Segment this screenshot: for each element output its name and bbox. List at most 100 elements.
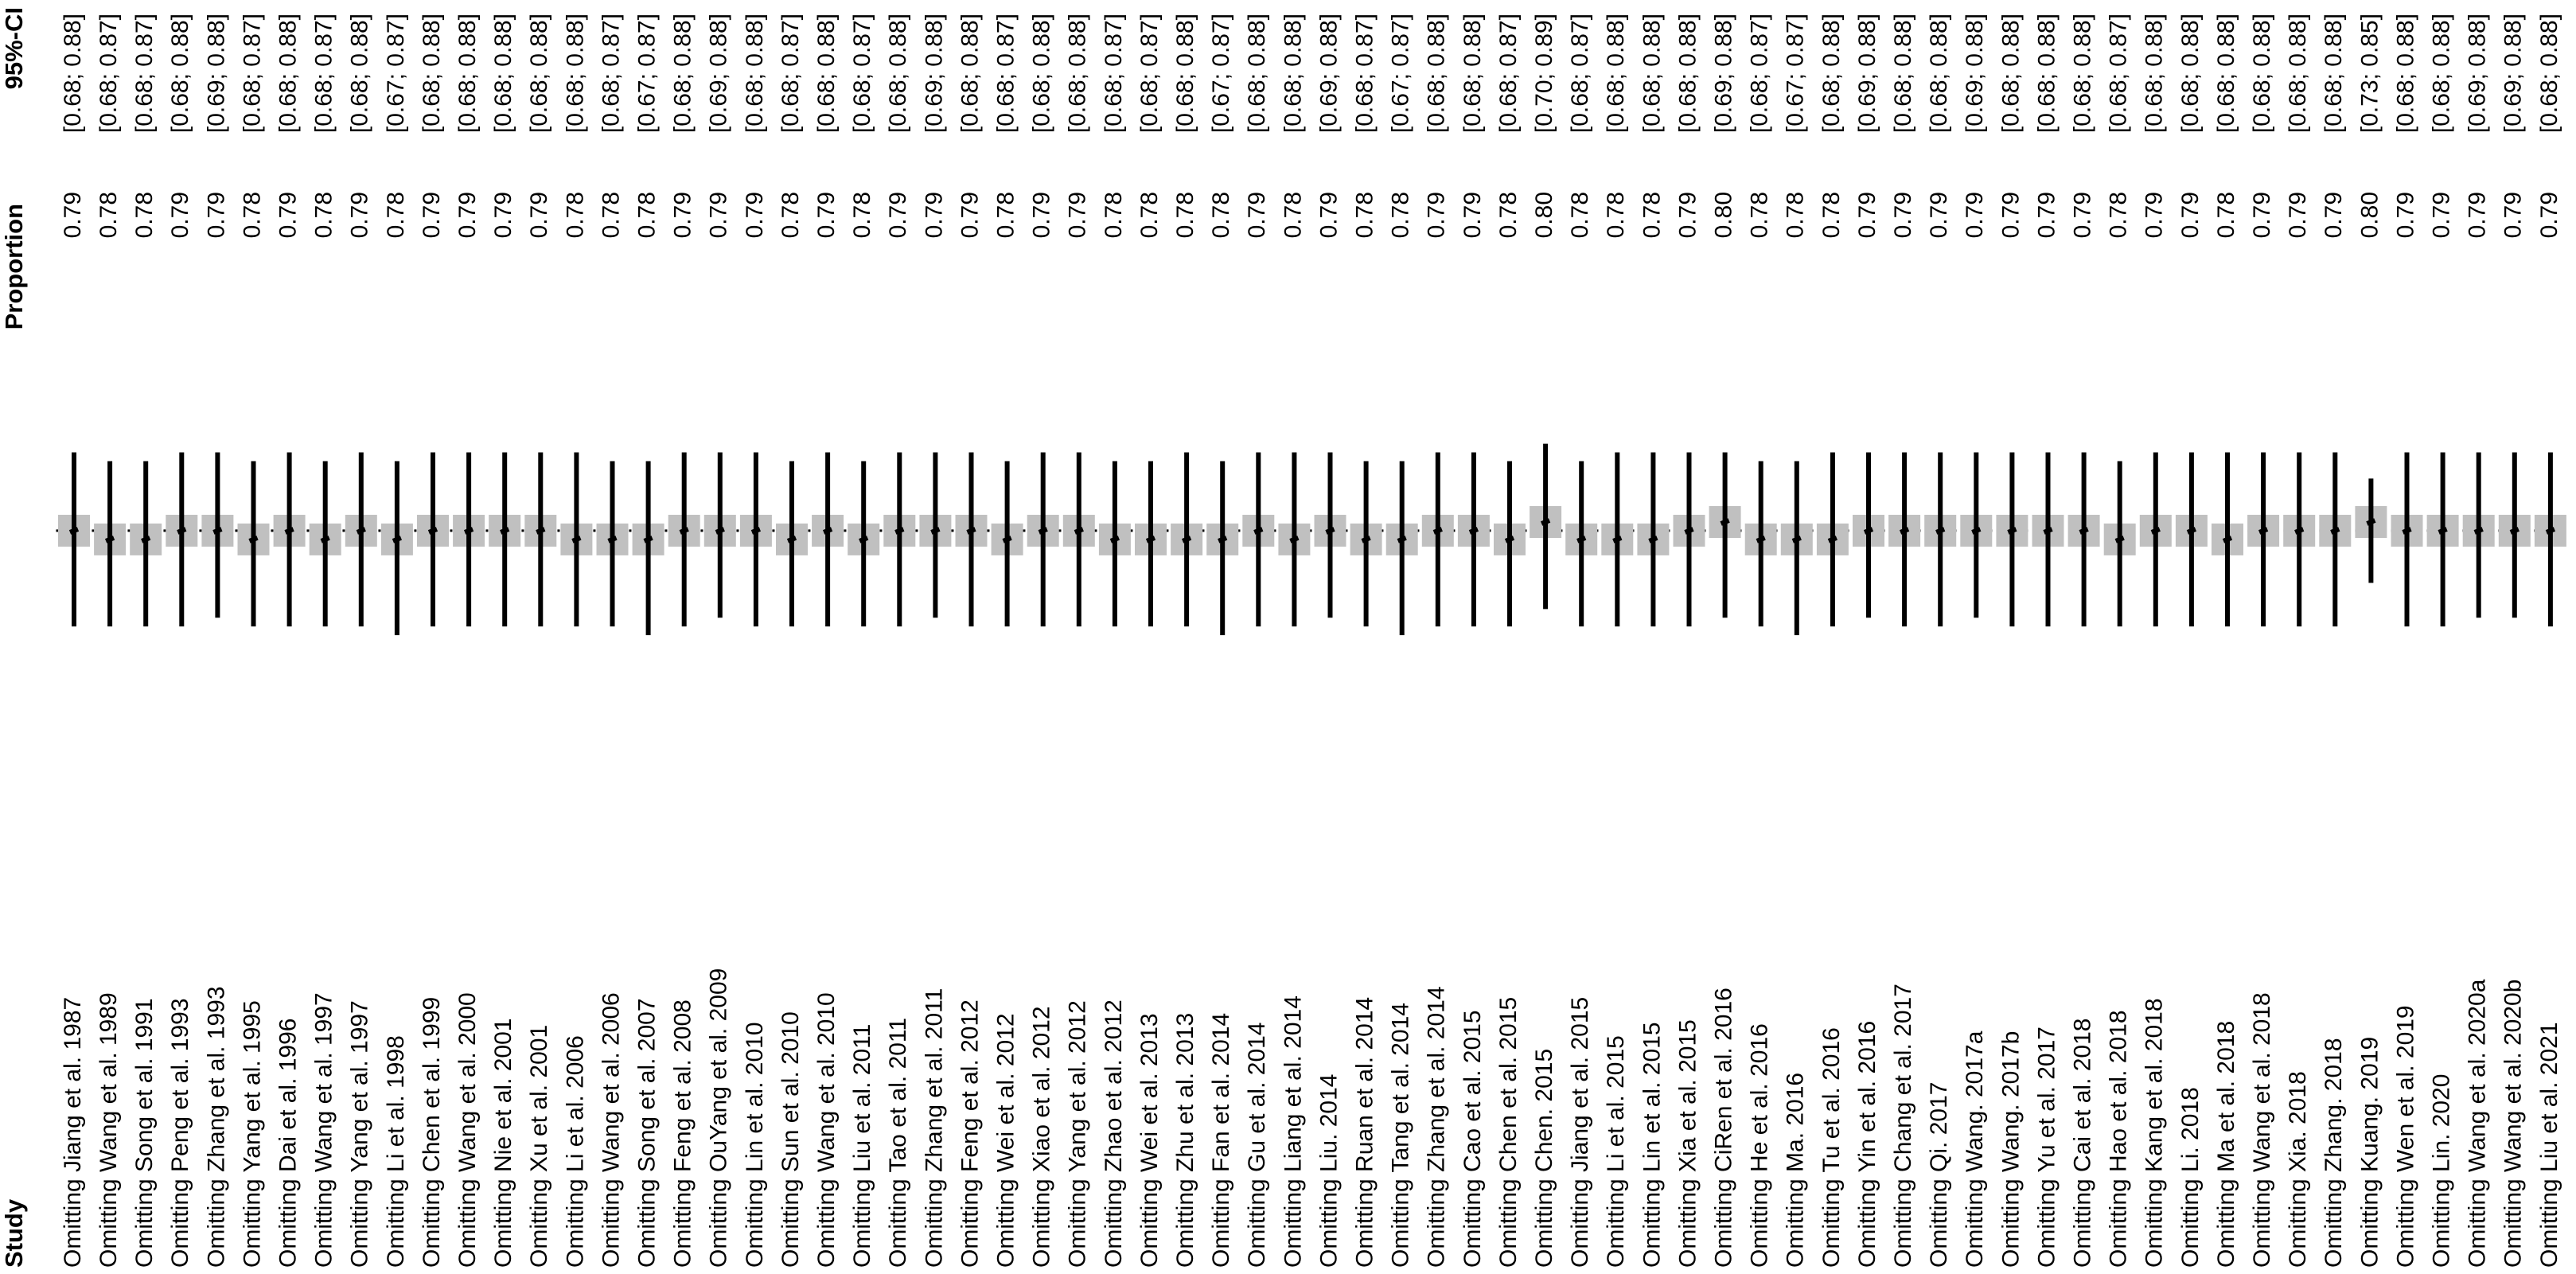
study-label: Omitting Kuang. 2019 bbox=[2356, 1037, 2383, 1268]
study-label: Omitting Chen et al. 2015 bbox=[1495, 997, 1522, 1268]
proportion-label: 0.79 bbox=[2465, 192, 2491, 238]
study-label: Omitting Tu et al. 2016 bbox=[1818, 1027, 1845, 1268]
proportion-label: 0.79 bbox=[1890, 192, 1916, 238]
point-estimate bbox=[2366, 518, 2376, 526]
ci-label: [0.68; 0.87] bbox=[849, 14, 875, 133]
ci-label: [0.68; 0.88] bbox=[670, 14, 696, 133]
point-estimate bbox=[284, 527, 294, 535]
ci-label: [0.68; 0.88] bbox=[2177, 14, 2204, 133]
proportion-label: 0.79 bbox=[2177, 192, 2204, 238]
point-estimate bbox=[1504, 536, 1515, 543]
proportion-label: 0.79 bbox=[1315, 192, 1342, 238]
ci-label: [0.68; 0.88] bbox=[1890, 14, 1916, 133]
proportion-label: 0.78 bbox=[1388, 192, 1414, 238]
point-estimate bbox=[1756, 536, 1766, 543]
study-label: Omitting Dai et al. 1996 bbox=[275, 1019, 302, 1268]
point-estimate bbox=[2186, 527, 2197, 535]
proportion-label: 0.79 bbox=[1424, 192, 1450, 238]
point-estimate bbox=[177, 527, 187, 535]
ci-label: [0.68; 0.88] bbox=[275, 14, 302, 133]
study-label: Omitting Sun et al. 2010 bbox=[777, 1011, 804, 1268]
ci-label: [0.67; 0.87] bbox=[1783, 14, 1809, 133]
proportion-label: 0.78 bbox=[993, 192, 1019, 238]
study-label: Omitting Tao et al. 2011 bbox=[885, 1018, 911, 1268]
proportion-label: 0.78 bbox=[598, 192, 624, 238]
study-label: Omitting Nie et al. 2001 bbox=[490, 1019, 516, 1268]
ci-label: [0.68; 0.88] bbox=[347, 14, 373, 133]
point-estimate bbox=[1648, 536, 1658, 543]
proportion-label: 0.79 bbox=[885, 192, 911, 238]
study-label: Omitting Liu et al. 2021 bbox=[2536, 1022, 2562, 1268]
study-label: Omitting Zhang et al. 2014 bbox=[1424, 986, 1450, 1268]
proportion-label: 0.78 bbox=[95, 192, 122, 238]
ci-label: [0.68; 0.88] bbox=[2070, 14, 2096, 133]
point-estimate bbox=[571, 536, 582, 543]
proportion-label: 0.79 bbox=[1674, 192, 1701, 238]
study-label: Omitting Wang et al. 2020b bbox=[2500, 980, 2527, 1268]
ci-label: [0.69; 0.88] bbox=[1315, 14, 1342, 133]
ci-label: [0.68; 0.88] bbox=[2213, 14, 2239, 133]
point-estimate bbox=[1540, 518, 1551, 526]
study-label: Omitting Yin et al. 2016 bbox=[1854, 1021, 1880, 1268]
proportion-label: 0.78 bbox=[1495, 192, 1522, 238]
proportion-label: 0.78 bbox=[2106, 192, 2132, 238]
point-estimate bbox=[1325, 527, 1335, 535]
proportion-label: 0.79 bbox=[1459, 192, 1486, 238]
proportion-label: 0.79 bbox=[1244, 192, 1270, 238]
study-label: Omitting Zhang et al. 1993 bbox=[203, 986, 229, 1268]
study-label: Omitting Li. 2018 bbox=[2177, 1087, 2204, 1268]
study-label: Omitting Liang et al. 2014 bbox=[1280, 995, 1306, 1268]
proportion-label: 0.78 bbox=[1747, 192, 1773, 238]
study-label: Omitting Li et al. 2015 bbox=[1603, 1035, 1629, 1268]
point-estimate bbox=[859, 536, 869, 543]
proportion-label: 0.79 bbox=[813, 192, 840, 238]
ci-label: [0.68; 0.88] bbox=[2392, 14, 2418, 133]
point-estimate bbox=[1289, 536, 1300, 543]
study-label: Omitting Lin et al. 2015 bbox=[1639, 1022, 1665, 1268]
proportion-label: 0.79 bbox=[1065, 192, 1091, 238]
point-estimate bbox=[2222, 536, 2233, 543]
proportion-label: 0.78 bbox=[131, 192, 158, 238]
ci-label: [0.68; 0.87] bbox=[1567, 14, 1593, 133]
ci-label: [0.68; 0.88] bbox=[813, 14, 840, 133]
proportion-label: 0.78 bbox=[1603, 192, 1629, 238]
ci-label: [0.68; 0.88] bbox=[2429, 14, 2455, 133]
proportion-label: 0.79 bbox=[706, 192, 732, 238]
ci-label: [0.67; 0.87] bbox=[383, 14, 409, 133]
point-estimate bbox=[1397, 536, 1407, 543]
point-estimate bbox=[1971, 527, 1982, 535]
point-estimate bbox=[212, 527, 223, 535]
ci-label: [0.68; 0.88] bbox=[2141, 14, 2168, 133]
ci-label: [0.68; 0.88] bbox=[885, 14, 911, 133]
study-label: Omitting Xia et al. 2015 bbox=[1674, 1019, 1701, 1268]
ci-label: [0.68; 0.87] bbox=[1352, 14, 1378, 133]
ci-label: [0.67; 0.87] bbox=[634, 14, 661, 133]
proportion-label: 0.79 bbox=[957, 192, 983, 238]
point-estimate bbox=[1002, 536, 1012, 543]
study-label: Omitting Jiang et al. 1987 bbox=[60, 997, 86, 1268]
study-label: Omitting Li et al. 1998 bbox=[383, 1035, 409, 1268]
study-label: Omitting Yang et al. 1997 bbox=[347, 1000, 373, 1268]
ci-label: [0.68; 0.88] bbox=[526, 14, 552, 133]
proportion-label: 0.78 bbox=[311, 192, 337, 238]
proportion-label: 0.79 bbox=[1926, 192, 1952, 238]
point-estimate bbox=[2438, 527, 2448, 535]
ci-label: [0.68; 0.88] bbox=[1280, 14, 1306, 133]
proportion-label: 0.79 bbox=[203, 192, 229, 238]
point-estimate bbox=[786, 536, 797, 543]
ci-label: [0.68; 0.87] bbox=[1495, 14, 1522, 133]
proportion-label: 0.78 bbox=[1101, 192, 1127, 238]
study-label: Omitting Wang et al. 2000 bbox=[454, 992, 481, 1268]
point-estimate bbox=[679, 527, 689, 535]
proportion-label: 0.79 bbox=[2249, 192, 2275, 238]
study-label: Omitting Ruan et al. 2014 bbox=[1352, 997, 1378, 1268]
ci-label: [0.68; 0.88] bbox=[2249, 14, 2275, 133]
ci-label: [0.68; 0.88] bbox=[1997, 14, 2024, 133]
point-estimate bbox=[2402, 527, 2412, 535]
proportion-label: 0.79 bbox=[921, 192, 947, 238]
point-estimate bbox=[68, 527, 80, 535]
proportion-label: 0.80 bbox=[1711, 192, 1737, 238]
point-estimate bbox=[2294, 527, 2305, 535]
